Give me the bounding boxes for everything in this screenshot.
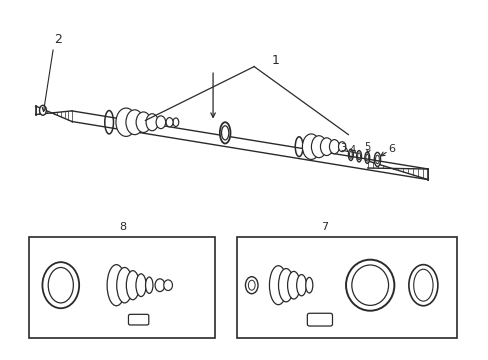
Ellipse shape <box>166 118 173 127</box>
Ellipse shape <box>220 122 230 144</box>
FancyBboxPatch shape <box>128 314 148 325</box>
Ellipse shape <box>296 275 306 296</box>
Ellipse shape <box>356 150 361 162</box>
Ellipse shape <box>351 265 388 305</box>
Ellipse shape <box>116 108 136 136</box>
Ellipse shape <box>408 265 437 306</box>
Ellipse shape <box>136 274 146 297</box>
Ellipse shape <box>278 269 293 302</box>
Ellipse shape <box>413 269 432 301</box>
Ellipse shape <box>155 279 164 292</box>
Text: 5: 5 <box>364 143 370 152</box>
Text: 2: 2 <box>54 33 62 46</box>
Ellipse shape <box>302 134 319 159</box>
Ellipse shape <box>42 262 79 308</box>
Ellipse shape <box>311 136 326 158</box>
Ellipse shape <box>375 155 379 164</box>
Ellipse shape <box>365 154 368 161</box>
Ellipse shape <box>107 265 125 306</box>
Ellipse shape <box>320 138 332 156</box>
Ellipse shape <box>48 267 73 303</box>
Ellipse shape <box>221 126 228 140</box>
Ellipse shape <box>40 105 46 115</box>
Ellipse shape <box>269 266 286 305</box>
Ellipse shape <box>173 118 179 126</box>
Text: 8: 8 <box>119 222 126 232</box>
Ellipse shape <box>126 271 139 300</box>
Ellipse shape <box>126 110 143 135</box>
Ellipse shape <box>245 277 258 294</box>
Ellipse shape <box>338 142 345 152</box>
Ellipse shape <box>146 114 158 131</box>
Bar <box>29 237 215 338</box>
Ellipse shape <box>104 111 113 134</box>
Ellipse shape <box>145 277 153 293</box>
Ellipse shape <box>329 140 339 154</box>
Ellipse shape <box>136 112 150 132</box>
Ellipse shape <box>287 271 300 299</box>
Bar <box>237 237 456 338</box>
Ellipse shape <box>163 280 172 291</box>
Ellipse shape <box>248 280 255 290</box>
Ellipse shape <box>117 267 132 303</box>
Ellipse shape <box>373 152 380 167</box>
Ellipse shape <box>364 152 369 163</box>
Text: 4: 4 <box>348 145 355 155</box>
Ellipse shape <box>357 153 360 159</box>
Text: 1: 1 <box>271 54 279 67</box>
Text: 7: 7 <box>320 222 327 232</box>
Ellipse shape <box>295 137 303 157</box>
Ellipse shape <box>305 278 312 293</box>
Ellipse shape <box>156 116 165 129</box>
Text: 6: 6 <box>387 144 395 154</box>
FancyBboxPatch shape <box>307 313 332 326</box>
Text: 3: 3 <box>339 143 346 153</box>
Ellipse shape <box>348 149 352 161</box>
Ellipse shape <box>349 152 351 158</box>
Ellipse shape <box>346 260 393 311</box>
